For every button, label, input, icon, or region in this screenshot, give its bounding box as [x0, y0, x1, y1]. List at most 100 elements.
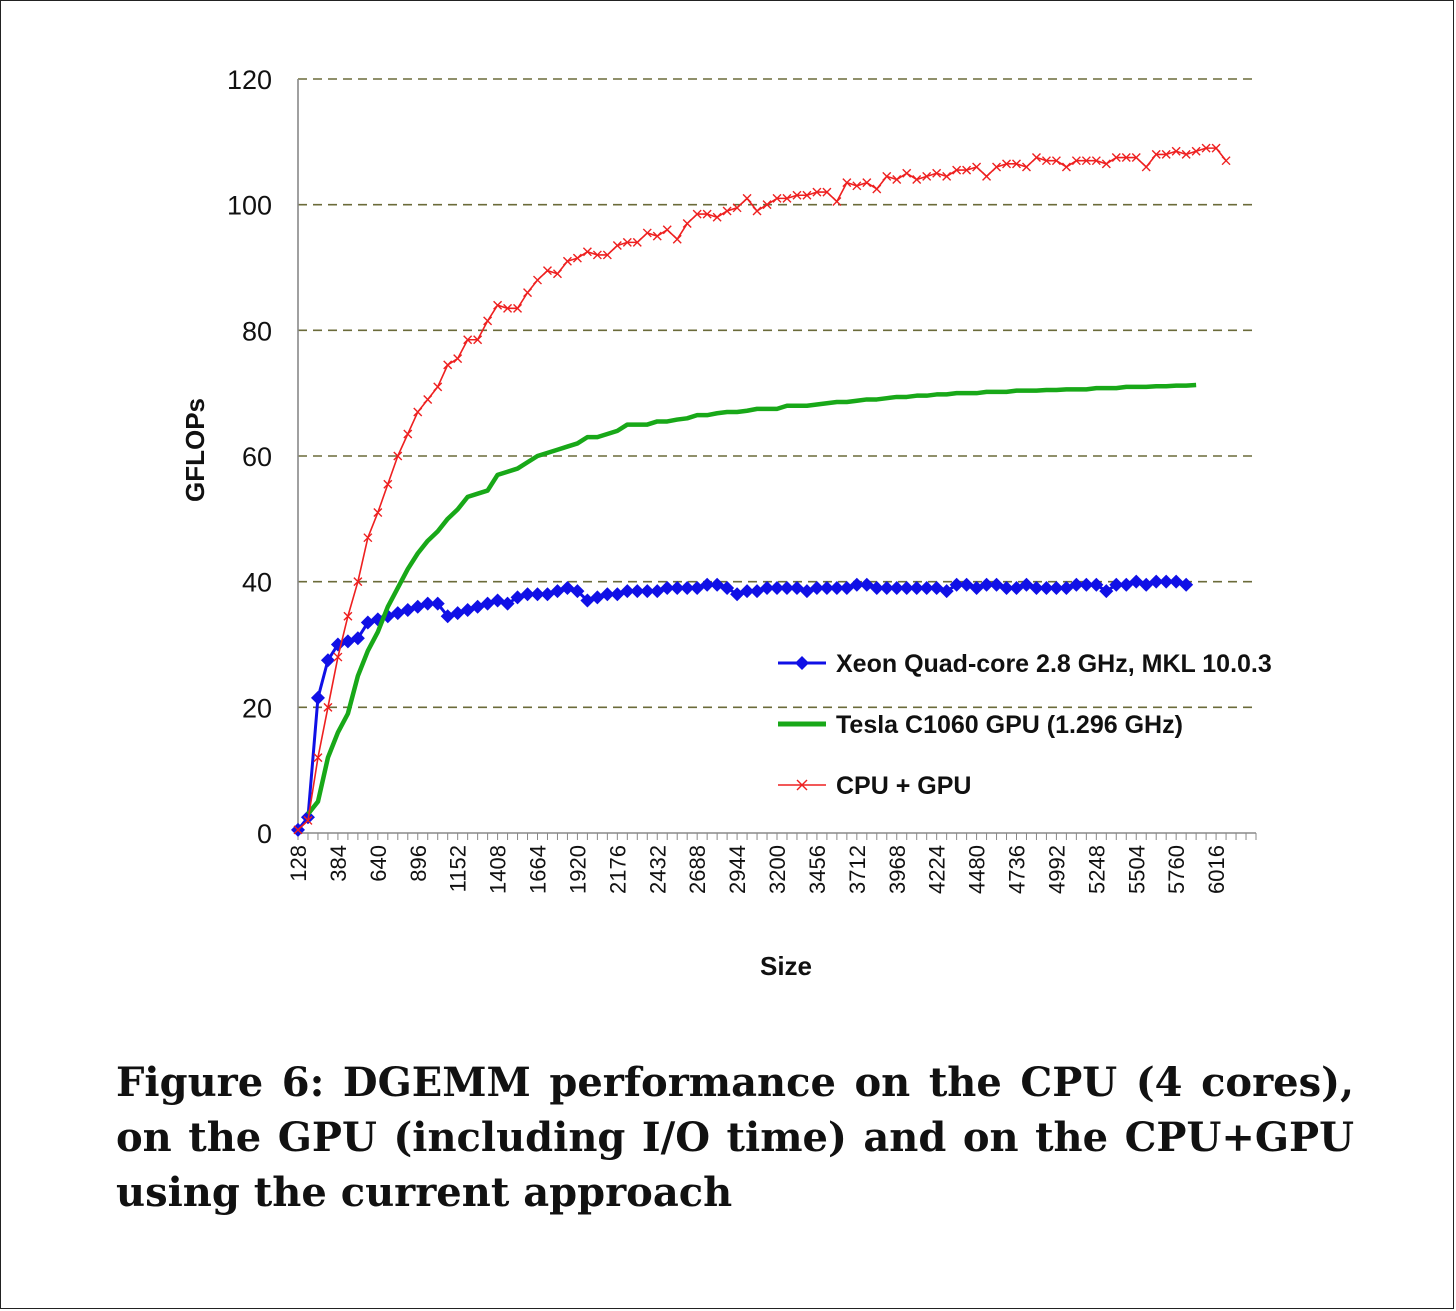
- data-point-diamond: [640, 584, 655, 599]
- x-stroke: [473, 335, 483, 345]
- x-stroke: [722, 206, 732, 216]
- data-point-x: [293, 825, 303, 835]
- x-tick-label-1920: 1920: [565, 845, 590, 894]
- data-point-x: [1171, 146, 1181, 156]
- x-stroke: [1051, 156, 1061, 166]
- data-point-x: [682, 219, 692, 229]
- x-stroke: [383, 479, 393, 489]
- data-point-x: [982, 171, 992, 181]
- data-point-diamond: [1089, 577, 1104, 592]
- x-stroke: [862, 178, 872, 188]
- x-stroke: [972, 162, 982, 172]
- data-point-x: [403, 429, 413, 439]
- x-stroke: [403, 429, 413, 439]
- x-tick-labels: 128 384 640 896 1152 1408 1664 1920 2176 2432 2688…: [286, 845, 1229, 894]
- x-stroke: [463, 335, 473, 345]
- data-point-x: [1141, 162, 1151, 172]
- series-cpu-gpu: [293, 143, 1231, 835]
- x-stroke: [1031, 153, 1041, 163]
- data-point-x: [513, 303, 523, 313]
- x-stroke: [533, 275, 542, 285]
- data-point-x: [902, 168, 912, 178]
- data-point-diamond: [520, 587, 535, 602]
- data-point-x: [562, 256, 572, 266]
- data-point-x: [922, 171, 932, 181]
- x-tick-label-4480: 4480: [965, 845, 990, 894]
- x-stroke: [413, 407, 423, 417]
- x-stroke: [682, 219, 692, 229]
- x-stroke: [1111, 153, 1121, 163]
- data-point-x: [622, 237, 632, 247]
- legend-item-tesla: Tesla C1060 GPU (1.296 GHz): [778, 711, 1183, 739]
- data-point-diamond: [939, 584, 954, 599]
- x-stroke: [1191, 146, 1201, 156]
- data-point-diamond: [1149, 574, 1164, 589]
- x-tick-label-128: 128: [286, 845, 311, 882]
- y-tick-label-20: 20: [242, 693, 272, 723]
- data-point-diamond: [570, 584, 585, 599]
- legend-label-xeon: Xeon Quad-core 2.8 GHz, MKL 10.0.3: [836, 650, 1272, 678]
- data-point-diamond: [600, 587, 615, 602]
- data-point-x: [473, 335, 483, 345]
- data-point-x: [842, 178, 852, 188]
- x-stroke: [1012, 159, 1021, 169]
- series-line: [296, 580, 1187, 831]
- data-point-x: [523, 288, 533, 298]
- x-stroke: [323, 702, 333, 712]
- x-stroke: [732, 203, 742, 213]
- x-stroke: [1081, 156, 1091, 166]
- x-stroke: [1221, 156, 1231, 166]
- x-stroke: [592, 250, 602, 260]
- data-point-x: [612, 241, 622, 251]
- x-stroke: [796, 779, 808, 791]
- data-point-x: [483, 316, 493, 326]
- data-point-diamond: [879, 580, 894, 595]
- x-stroke: [952, 165, 962, 175]
- x-stroke: [832, 197, 842, 207]
- data-point-diamond: [1069, 577, 1084, 592]
- data-point-x: [1201, 143, 1211, 153]
- data-point-x: [602, 250, 612, 260]
- x-stroke: [642, 228, 652, 238]
- dgemm-performance-chart: 0 20 40 60 80 100 120 128 384 640 896 1152 1408 1664…: [180, 65, 1272, 981]
- data-point-diamond: [320, 653, 335, 668]
- x-tick-label-2176: 2176: [605, 845, 630, 894]
- x-tick-label-2944: 2944: [725, 845, 750, 894]
- x-stroke: [333, 652, 343, 662]
- data-point-diamond: [889, 580, 904, 595]
- data-point-x: [772, 193, 782, 203]
- data-point-x: [363, 533, 373, 543]
- data-point-x: [303, 815, 313, 825]
- x-stroke: [822, 187, 832, 197]
- data-point-x: [872, 184, 882, 194]
- data-point-diamond: [829, 580, 844, 595]
- x-stroke: [303, 815, 313, 825]
- x-tick-label-1408: 1408: [486, 845, 511, 894]
- data-point-diamond: [819, 580, 834, 595]
- data-point-diamond: [795, 656, 809, 670]
- x-tick-label-4992: 4992: [1044, 845, 1069, 894]
- x-stroke: [992, 162, 1002, 172]
- data-point-diamond: [1099, 584, 1114, 599]
- x-stroke: [343, 611, 353, 621]
- x-stroke: [1211, 143, 1221, 153]
- data-point-diamond: [350, 631, 365, 646]
- data-point-diamond: [760, 580, 775, 595]
- data-point-diamond: [909, 580, 924, 595]
- y-tick-label-80: 80: [242, 316, 272, 346]
- data-point-x: [782, 193, 792, 203]
- data-point-diamond: [949, 577, 964, 592]
- data-point-x: [1071, 156, 1081, 166]
- data-point-x: [503, 303, 513, 313]
- data-point-x: [892, 175, 902, 185]
- data-point-x: [1131, 153, 1141, 163]
- data-point-diamond: [1079, 577, 1094, 592]
- x-stroke: [792, 190, 802, 200]
- data-point-diamond: [1109, 577, 1124, 592]
- legend-item-xeon: Xeon Quad-core 2.8 GHz, MKL 10.0.3: [778, 650, 1272, 678]
- data-point-x: [1091, 156, 1101, 166]
- y-axis-title: GFLOPs: [180, 398, 210, 502]
- x-stroke: [842, 178, 852, 188]
- x-stroke: [942, 171, 952, 181]
- data-point-x: [313, 753, 323, 763]
